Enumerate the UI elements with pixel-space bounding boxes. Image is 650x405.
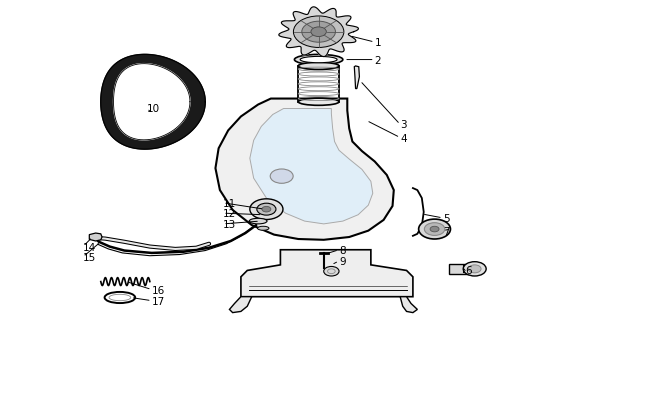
- Ellipse shape: [294, 55, 343, 66]
- Text: 4: 4: [400, 133, 407, 143]
- Text: 1: 1: [374, 38, 382, 48]
- Text: 17: 17: [151, 296, 165, 306]
- PathPatch shape: [241, 250, 413, 297]
- Ellipse shape: [249, 219, 267, 224]
- Circle shape: [257, 204, 276, 215]
- Ellipse shape: [300, 57, 337, 64]
- Circle shape: [424, 223, 445, 236]
- Text: 11: 11: [223, 198, 237, 208]
- Circle shape: [250, 199, 283, 220]
- Text: 8: 8: [339, 245, 346, 255]
- Text: 5: 5: [443, 213, 449, 224]
- Circle shape: [430, 227, 439, 232]
- Text: 9: 9: [339, 256, 346, 266]
- Text: 13: 13: [223, 220, 237, 229]
- Text: 15: 15: [83, 252, 96, 262]
- PathPatch shape: [215, 99, 394, 240]
- Text: 3: 3: [400, 120, 407, 130]
- Polygon shape: [279, 8, 358, 58]
- Circle shape: [324, 267, 339, 276]
- PathPatch shape: [400, 297, 417, 313]
- Ellipse shape: [298, 99, 339, 106]
- Circle shape: [463, 262, 486, 276]
- Text: 7: 7: [443, 226, 449, 236]
- Circle shape: [311, 28, 326, 37]
- Text: 2: 2: [374, 55, 382, 65]
- Circle shape: [270, 170, 293, 184]
- PathPatch shape: [448, 264, 470, 274]
- Text: 14: 14: [83, 242, 96, 252]
- PathPatch shape: [229, 297, 252, 313]
- Text: 10: 10: [147, 104, 160, 114]
- Circle shape: [419, 220, 450, 239]
- Circle shape: [302, 22, 335, 43]
- Circle shape: [468, 265, 481, 273]
- Polygon shape: [114, 64, 190, 141]
- PathPatch shape: [89, 233, 102, 241]
- Text: 6: 6: [465, 266, 472, 276]
- Ellipse shape: [298, 63, 339, 70]
- PathPatch shape: [250, 109, 373, 224]
- Circle shape: [262, 207, 271, 212]
- PathPatch shape: [354, 67, 359, 90]
- Circle shape: [293, 17, 344, 48]
- Ellipse shape: [257, 227, 269, 231]
- Polygon shape: [101, 55, 205, 150]
- Text: 12: 12: [223, 209, 237, 219]
- Text: 16: 16: [151, 285, 165, 295]
